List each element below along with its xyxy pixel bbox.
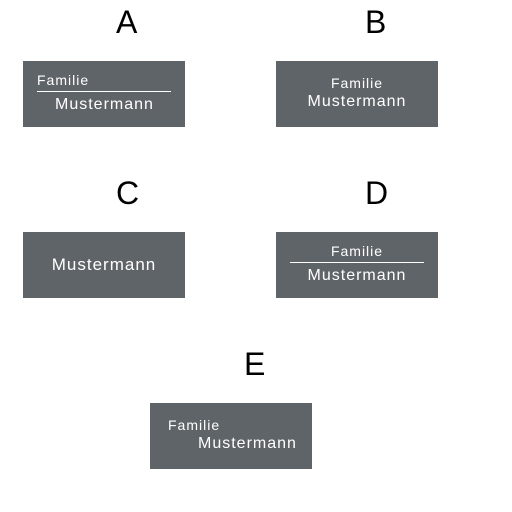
plate-line2: Mustermann [308,92,407,113]
plate-line2: Mustermann [52,254,156,276]
layout-options-grid: { "label_font_size": 32, "plate_backgrou… [0,0,512,512]
plate-line2: Mustermann [198,434,302,455]
option-label-a: A [116,4,137,41]
plate-line1: Familie [331,243,383,260]
plate-line2: Mustermann [308,266,407,287]
plate-divider [37,91,171,92]
option-label-d: D [365,175,388,212]
option-label-b: B [365,4,386,41]
plate-line2: Mustermann [55,95,171,116]
plate-option-e[interactable]: FamilieMustermann [150,403,312,469]
option-label-c: C [116,175,139,212]
option-label-e: E [244,346,265,383]
plate-divider [290,262,424,263]
plate-option-a[interactable]: Familie Mustermann [23,61,185,127]
plate-line1: Familie [37,72,89,89]
plate-option-c[interactable]: Mustermann [23,232,185,298]
plate-line1: Familie [331,75,383,92]
plate-option-b[interactable]: FamilieMustermann [276,61,438,127]
plate-line1: Familie [168,417,220,434]
plate-option-d[interactable]: Familie Mustermann [276,232,438,298]
